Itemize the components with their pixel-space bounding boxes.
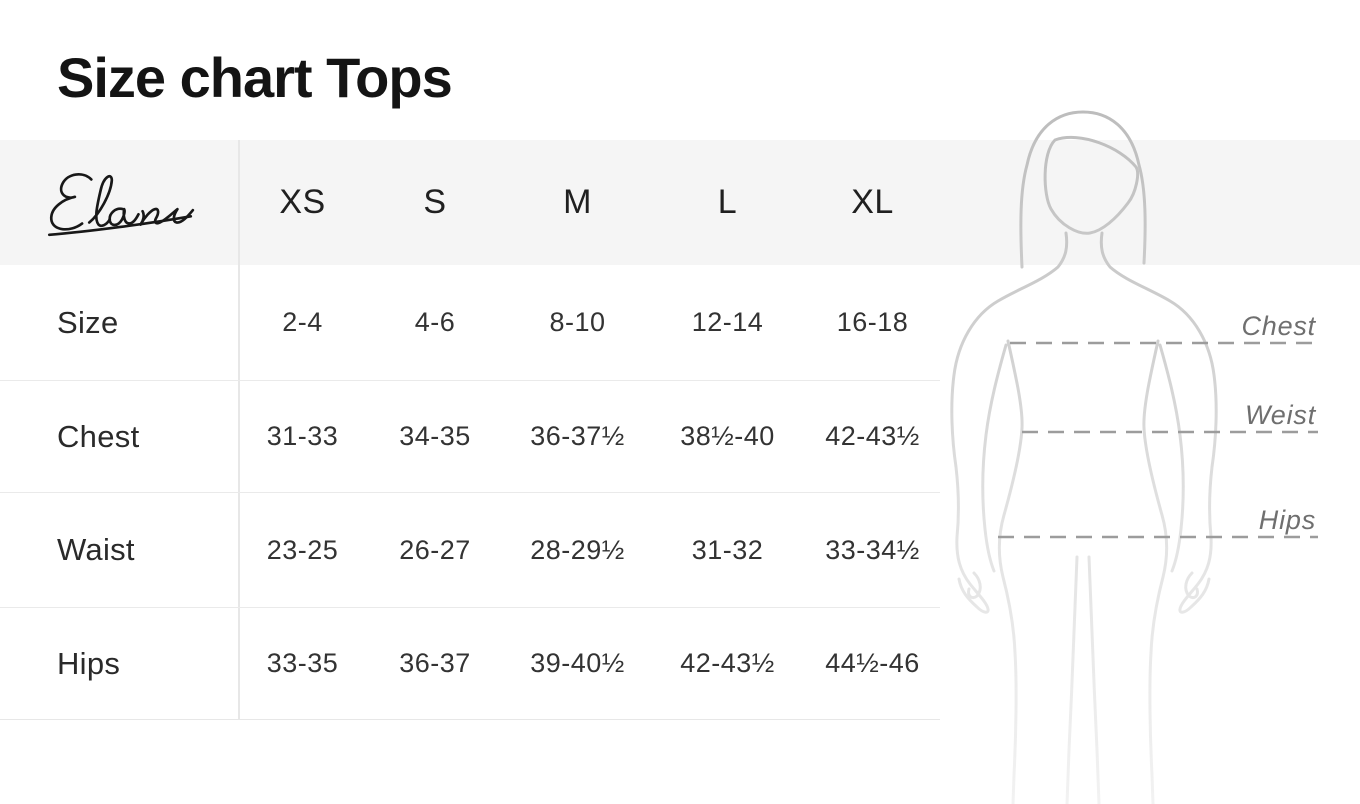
cell-hips-l: 42-43½ — [680, 648, 775, 678]
cell-waist-m: 28-29½ — [530, 534, 625, 565]
cell-chest-m: 36-37½ — [530, 421, 625, 451]
right-inner-arm — [1158, 343, 1185, 573]
figure-label-hips: Hips — [1258, 505, 1316, 535]
right-thumb — [1184, 571, 1199, 600]
cell-hips-s: 36-37 — [399, 648, 471, 678]
right-shoulder-arm — [1099, 231, 1218, 614]
left-inner-arm — [981, 343, 1008, 573]
cell-size-s: 4-6 — [414, 307, 456, 337]
table-row-size: Size 2-4 4-6 8-10 12-14 16-18 — [0, 265, 940, 380]
page-title: Size chart Tops — [57, 46, 453, 109]
cell-size-xl: 16-18 — [836, 307, 909, 337]
right-torso-leg — [1142, 339, 1169, 804]
cell-chest-xs: 31-33 — [266, 421, 339, 451]
logo-letter-a — [108, 206, 140, 226]
elan-logo — [47, 172, 195, 236]
female-figure-illustration — [950, 110, 1318, 804]
column-header-l: L — [717, 183, 738, 221]
cell-chest-s: 34-35 — [399, 421, 471, 451]
table-header-band — [0, 140, 1360, 265]
row-label-size: Size — [0, 265, 240, 380]
cell-hips-xl: 44½-46 — [825, 648, 920, 678]
cell-waist-s: 26-27 — [399, 534, 471, 565]
left-shoulder-arm — [950, 231, 1069, 614]
cell-waist-xs: 23-25 — [266, 534, 339, 565]
table-row-chest: Chest 31-33 34-35 36-37½ 38½-40 42-43½ — [0, 380, 940, 492]
logo-underline — [47, 214, 193, 236]
table-row-hips: Hips 33-35 36-37 39-40½ 42-43½ 44½-46 — [0, 607, 940, 720]
logo-letter-l — [87, 174, 114, 227]
cell-size-xs: 2-4 — [282, 307, 323, 337]
cell-hips-m: 39-40½ — [530, 648, 625, 678]
cell-hips-xs: 33-35 — [266, 648, 339, 678]
cell-waist-xl: 33-34½ — [825, 534, 920, 565]
left-torso-leg — [997, 339, 1024, 804]
table-row-waist: Waist 23-25 26-27 28-29½ 31-32 33-34½ — [0, 492, 940, 607]
hair-outline — [1019, 110, 1147, 269]
cell-size-m: 8-10 — [549, 307, 606, 337]
cell-chest-xl: 42-43½ — [825, 421, 920, 451]
column-header-m: M — [563, 183, 592, 221]
figure-label-chest: Chest — [1241, 311, 1316, 341]
logo-cell: Elan — [0, 140, 240, 265]
left-thumb — [967, 571, 982, 600]
column-header-s: S — [423, 183, 447, 221]
cell-chest-l: 38½-40 — [680, 421, 775, 451]
right-inner-leg — [1087, 555, 1101, 804]
table-header-row: Elan XS S M L XL — [0, 140, 940, 265]
size-table: Elan XS S M L XL Size 2-4 4-6 8-10 12-14… — [0, 140, 940, 720]
figure-label-waist: Weist — [1244, 400, 1316, 430]
column-header-xl: XL — [851, 183, 894, 221]
logo-letter-e — [49, 172, 93, 231]
row-label-chest: Chest — [0, 381, 240, 492]
column-header-xs: XS — [279, 183, 326, 221]
row-label-waist: Waist — [0, 493, 240, 607]
left-inner-leg — [1065, 555, 1079, 804]
cell-size-l: 12-14 — [691, 307, 764, 337]
face-outline — [1043, 135, 1140, 235]
cell-waist-l: 31-32 — [691, 534, 764, 565]
row-label-hips: Hips — [0, 608, 240, 719]
